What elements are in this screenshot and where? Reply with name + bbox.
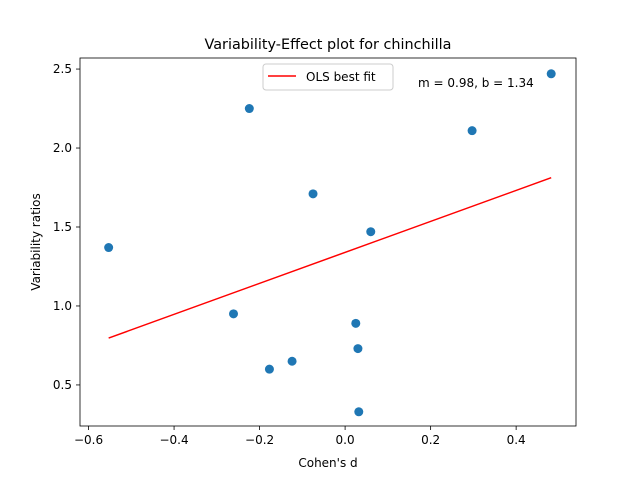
data-point xyxy=(353,344,363,354)
y-axis-label: Variability ratios xyxy=(29,193,43,290)
y-tick-label: 2.0 xyxy=(53,141,72,155)
x-axis: −0.6 −0.4 −0.2 0.0 0.2 0.4 xyxy=(74,426,526,447)
x-tick-label: −0.4 xyxy=(159,433,188,447)
legend-label-ols: OLS best fit xyxy=(306,70,376,84)
ols-fit-line xyxy=(108,177,552,339)
y-tick-label: 1.0 xyxy=(53,299,72,313)
data-point xyxy=(244,104,254,114)
data-point xyxy=(546,69,556,79)
legend: OLS best fit xyxy=(262,63,394,91)
x-tick-label: 0.0 xyxy=(336,433,355,447)
data-point xyxy=(467,126,477,136)
plot-frame xyxy=(79,57,577,427)
x-tick-label: 0.2 xyxy=(421,433,440,447)
y-axis: 0.5 1.0 1.5 2.0 2.5 xyxy=(53,62,80,392)
fit-annotation: m = 0.98, b = 1.34 xyxy=(418,76,534,90)
y-tick-label: 2.5 xyxy=(53,62,72,76)
data-point xyxy=(308,189,318,199)
x-tick-label: 0.4 xyxy=(507,433,526,447)
data-point xyxy=(366,227,376,237)
x-tick-label: −0.2 xyxy=(245,433,274,447)
y-tick-label: 0.5 xyxy=(53,378,72,392)
chart-title: Variability-Effect plot for chinchilla xyxy=(204,37,451,53)
data-point xyxy=(354,407,364,417)
x-tick-label: −0.6 xyxy=(74,433,103,447)
data-point xyxy=(264,364,274,374)
y-tick-label: 1.5 xyxy=(53,220,72,234)
data-point xyxy=(287,356,297,366)
data-point xyxy=(351,318,361,328)
data-point xyxy=(104,243,114,253)
x-axis-label: Cohen's d xyxy=(298,456,357,470)
plot-area xyxy=(104,69,556,417)
legend-box xyxy=(262,63,394,91)
data-point xyxy=(229,309,239,319)
